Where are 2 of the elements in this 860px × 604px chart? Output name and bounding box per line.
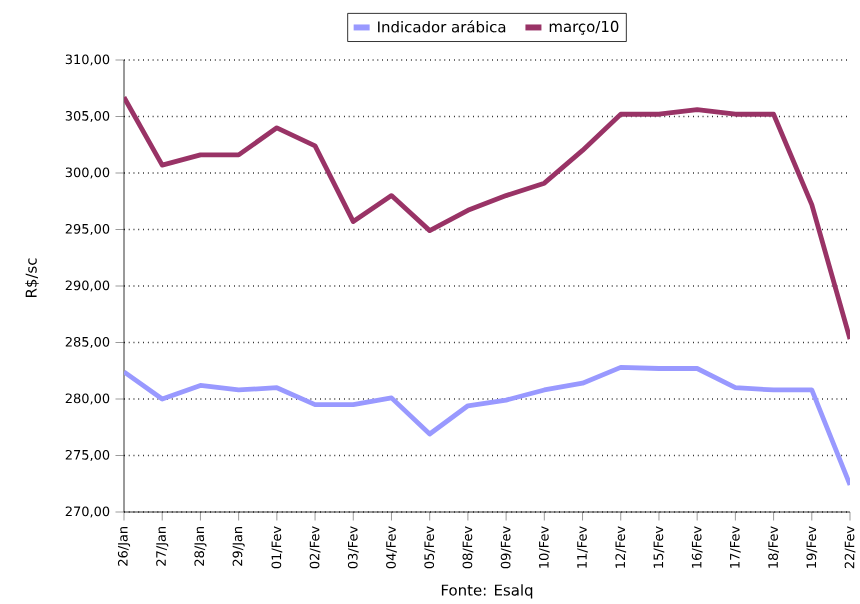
line-series (124, 94, 851, 342)
line-series (124, 364, 851, 488)
